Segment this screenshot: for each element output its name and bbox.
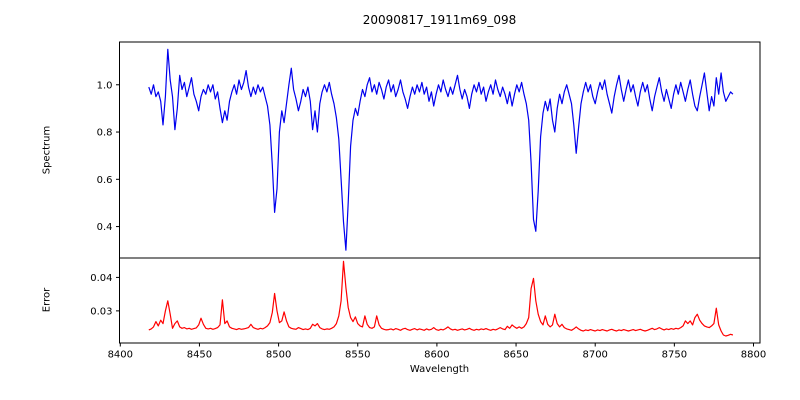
x-tick-label: 8450	[187, 350, 212, 361]
plot-title: 20090817_1911m69_098	[362, 13, 517, 27]
error-y-tick-label: 0.04	[90, 273, 112, 284]
x-tick-label: 8750	[662, 350, 687, 361]
x-tick-label: 8550	[345, 350, 370, 361]
spectrum-line	[148, 48, 734, 251]
x-tick-label: 8700	[582, 350, 607, 361]
x-tick-label: 8650	[503, 350, 528, 361]
x-tick-label: 8500	[266, 350, 291, 361]
spectrum-axes-frame	[119, 41, 761, 259]
spectrum-y-tick-label: 0.8	[97, 128, 113, 139]
spectrum-y-tick-label: 1.0	[97, 80, 113, 91]
error-line	[148, 260, 734, 337]
error-axes-frame	[119, 257, 761, 344]
x-axis-label: Wavelength	[409, 364, 470, 375]
x-tick-label: 8400	[108, 350, 133, 361]
error-y-tick-label: 0.03	[90, 306, 112, 317]
x-tick-label: 8600	[424, 350, 449, 361]
x-tick-label: 8800	[741, 350, 766, 361]
spectrum-y-tick-label: 0.6	[97, 175, 113, 186]
spectrum-y-tick-label: 0.4	[97, 222, 113, 233]
